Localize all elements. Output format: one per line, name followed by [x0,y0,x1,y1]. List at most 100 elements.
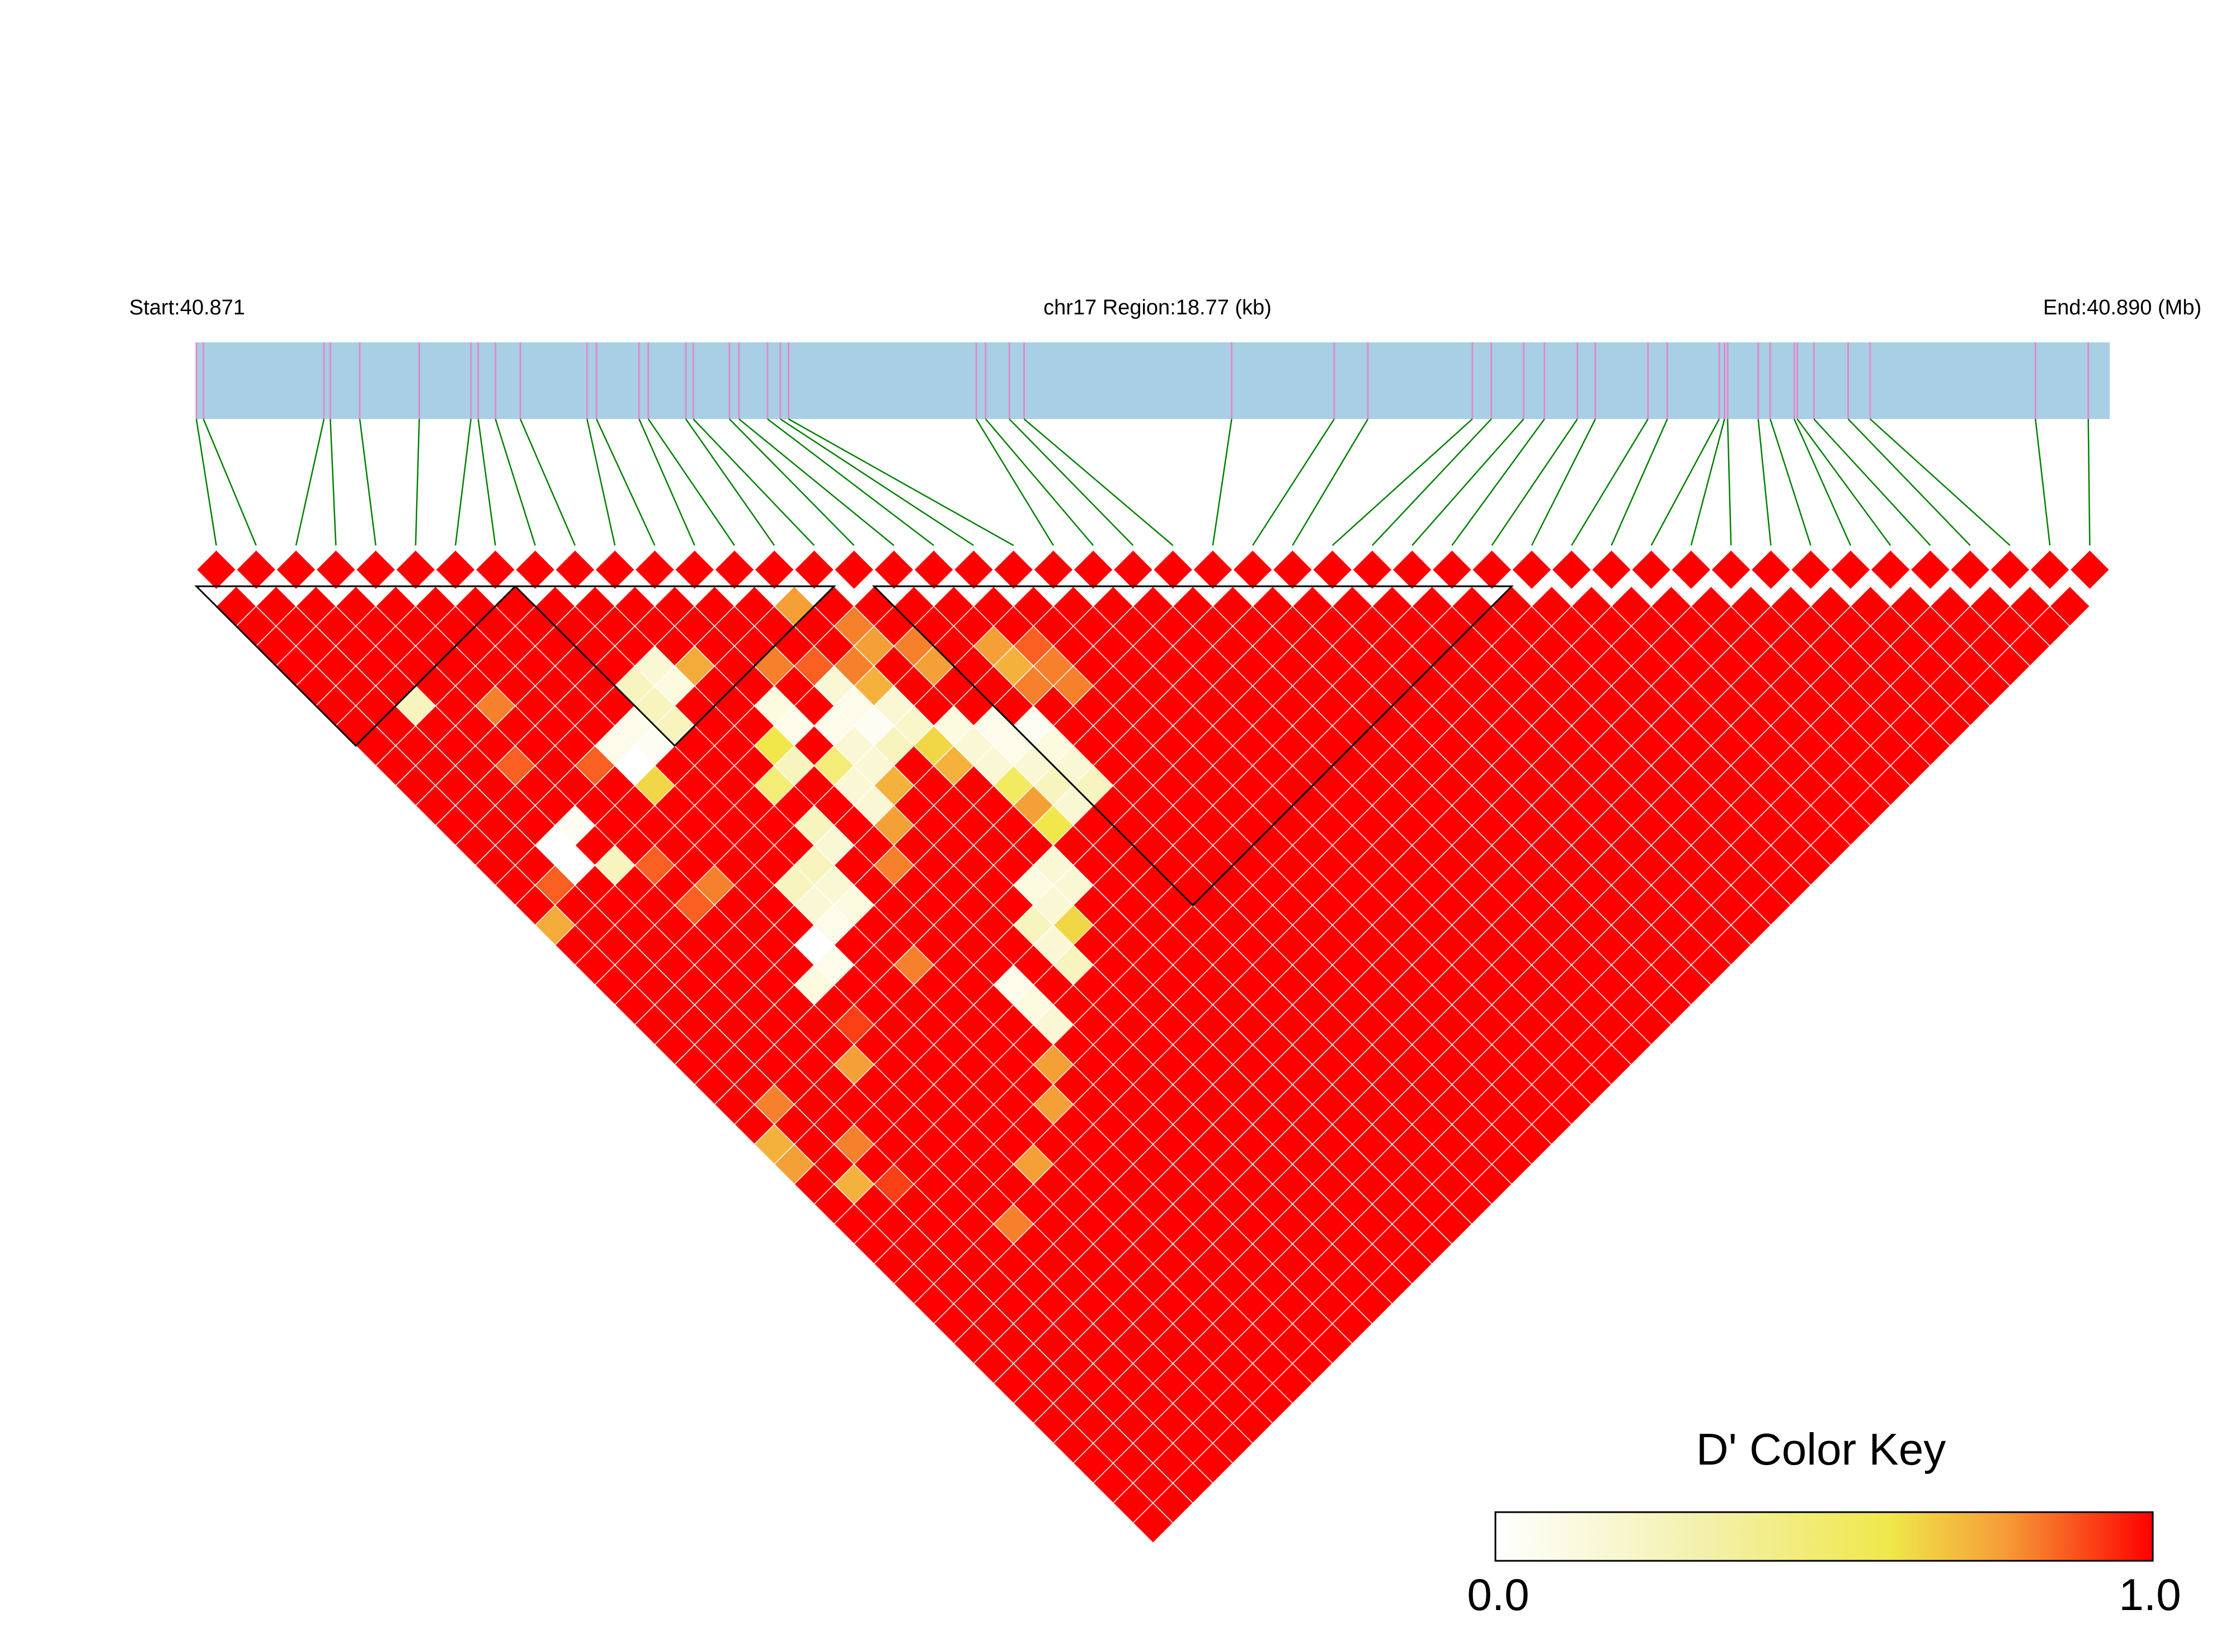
snp-marker [554,549,596,591]
snp-connector [728,418,855,546]
snp-connector [738,418,895,546]
snp-connector [780,418,975,547]
snp-marker [2029,549,2071,591]
snp-marker [793,549,835,591]
snp-marker [514,549,556,591]
snp-marker [1909,549,1951,591]
snp-marker [1391,549,1433,591]
snp-connector [203,418,257,546]
snp-marker [1192,549,1234,591]
snp-marker [873,549,915,591]
snp-connector [1869,418,2011,546]
snp-connector [1571,418,1649,546]
snp-marker [1989,549,2031,591]
snp-marker [235,549,277,591]
color-key-min-label: 0.0 [1467,1570,1529,1620]
snp-connector [1650,418,1720,546]
snp-marker [594,549,636,591]
snp-marker [435,549,477,591]
snp-marker [913,549,955,591]
haplotype-block [872,585,1514,907]
color-key-max-label: 1.0 [2119,1570,2181,1620]
haplotype-block [513,585,836,747]
snp-connector [330,418,337,546]
snp-connector [1813,418,1931,546]
snp-marker [1750,549,1792,591]
snp-marker [1670,549,1712,591]
snp-connector [2035,418,2051,546]
snp-marker [1790,549,1832,591]
snp-position-ticks [195,342,2090,419]
snp-connector [495,418,536,546]
snp-marker [1870,549,1912,591]
snp-connector [1726,418,1732,546]
snp-connector [788,418,1014,547]
snp-marker [1272,549,1314,591]
snp-marker [275,549,317,591]
ld-cells [215,585,2091,1544]
snp-connector [1023,418,1174,546]
color-key-title: D' Color Key [1696,1424,1946,1474]
snp-connector [647,418,735,546]
snp-marker [1551,549,1593,591]
region-track [196,342,2110,419]
snp-marker [674,549,716,591]
snp-marker [1112,549,1154,591]
snp-connector [1757,418,1772,546]
snp-markers [195,549,2111,591]
snp-connector [685,418,775,546]
snp-marker [992,549,1034,591]
snp-marker [1152,549,1194,591]
snp-marker [1311,549,1353,591]
snp-marker [195,549,237,591]
snp-marker [1351,549,1393,591]
start-label: Start:40.871 [129,296,245,319]
snp-connector-lines [195,418,2091,547]
snp-marker [1630,549,1672,591]
haplotype-block [194,585,517,747]
snp-marker [1471,549,1513,591]
snp-marker [2069,549,2111,591]
snp-connector [195,418,217,546]
snp-marker [1591,549,1632,591]
snp-marker [713,549,755,591]
snp-connector [359,418,377,546]
snp-marker [394,549,436,591]
ld-cell [2049,585,2091,627]
snp-marker [953,549,995,591]
snp-connector [1292,418,1369,546]
snp-connector [1212,418,1232,546]
snp-connector [595,418,656,546]
snp-connector [586,418,616,546]
snp-connector [1611,418,1668,546]
snp-connector [295,418,325,546]
snp-connector [1411,418,1524,546]
snp-connector [1690,418,1725,546]
snp-connector [1793,418,1852,546]
snp-connector [477,418,496,546]
snp-marker [474,549,516,591]
snp-connector [693,418,815,546]
snp-connector [1847,418,1971,546]
snp-marker [1710,549,1752,591]
region-label: chr17 Region:18.77 (kb) [1043,296,1272,319]
snp-connector [415,418,420,546]
snp-marker [754,549,796,591]
snp-marker [1032,549,1074,591]
snp-marker [1431,549,1473,591]
snp-marker [1829,549,1871,591]
snp-marker [1072,549,1114,591]
snp-marker [1511,549,1552,591]
snp-connector [1770,418,1811,546]
snp-connector [638,418,695,546]
snp-marker [1949,549,1991,591]
snp-connector [1371,418,1492,546]
snp-connector [1491,418,1578,546]
snp-marker [1232,549,1274,591]
snp-connector [1252,418,1335,546]
snp-connector [767,418,934,546]
haplotype-block-outlines [194,585,1514,907]
snp-marker [315,549,357,591]
snp-connector [2087,418,2091,546]
